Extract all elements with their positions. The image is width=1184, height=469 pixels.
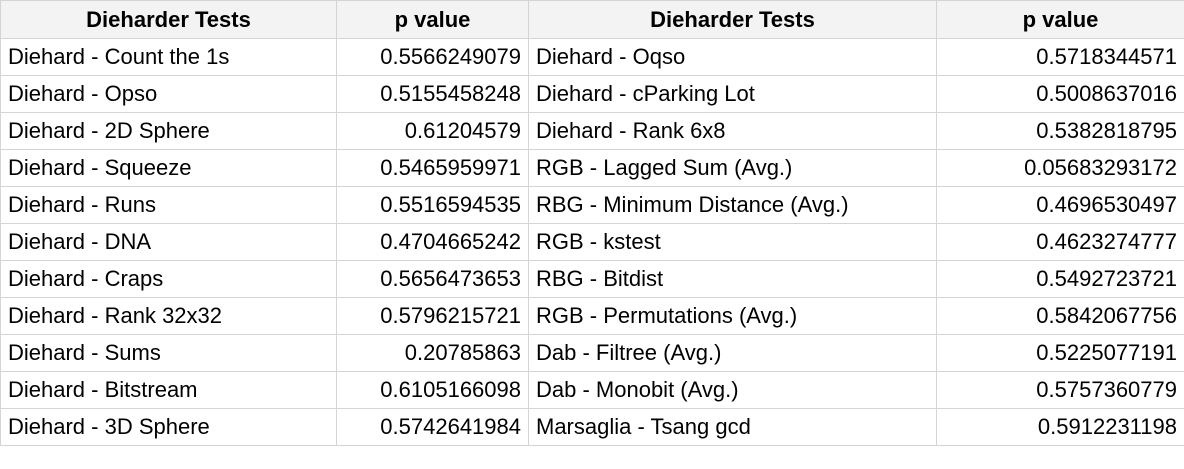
dieharder-results-table: Dieharder Tests p value Dieharder Tests …: [0, 0, 1184, 446]
p-value-right-cell: 0.5842067756: [936, 297, 1184, 335]
p-value-right-cell: 0.4696530497: [936, 186, 1184, 224]
p-value-right-cell: 0.5492723721: [936, 260, 1184, 298]
table-row: Diehard - Rank 32x32 0.5796215721 RGB - Pe…: [0, 297, 1184, 335]
test-name-left-cell: Diehard - Runs: [0, 186, 337, 224]
p-value-left-cell: 0.20785863: [336, 334, 529, 372]
table-row: Diehard - Craps 0.5656473653 RBG - Bitdist…: [0, 260, 1184, 298]
table-row: Diehard - Bitstream 0.6105166098 Dab - Mon…: [0, 371, 1184, 409]
p-value-right-cell: 0.5757360779: [936, 371, 1184, 409]
table-row: Diehard - Count the 1s 0.5566249079 Diehar…: [0, 38, 1184, 76]
table-row: Diehard - Runs 0.5516594535 RBG - Minimum …: [0, 186, 1184, 224]
test-name-right-cell: Diehard - cParking Lot: [528, 75, 937, 113]
header-p-value-right: p value: [936, 0, 1184, 39]
header-p-value-left: p value: [336, 0, 529, 39]
p-value-left-cell: 0.5566249079: [336, 38, 529, 76]
test-name-left-cell: Diehard - Opso: [0, 75, 337, 113]
test-name-left-cell: Diehard - DNA: [0, 223, 337, 261]
table-body: Diehard - Count the 1s 0.5566249079 Diehar…: [0, 38, 1184, 446]
header-test-name-right: Dieharder Tests: [528, 0, 937, 39]
test-name-left-cell: Diehard - Bitstream: [0, 371, 337, 409]
test-name-left-cell: Diehard - Sums: [0, 334, 337, 372]
test-name-right-cell: Diehard - Oqso: [528, 38, 937, 76]
header-row: Dieharder Tests p value Dieharder Tests …: [0, 0, 1184, 39]
test-name-left-cell: Diehard - 3D Sphere: [0, 408, 337, 446]
test-name-right-cell: Dab - Monobit (Avg.): [528, 371, 937, 409]
table-row: Diehard - Sums 0.20785863 Dab - Filtree (A…: [0, 334, 1184, 372]
p-value-right-cell: 0.5382818795: [936, 112, 1184, 150]
p-value-left-cell: 0.5155458248: [336, 75, 529, 113]
table-row: Diehard - 3D Sphere 0.5742641984 Marsaglia…: [0, 408, 1184, 446]
p-value-left-cell: 0.5742641984: [336, 408, 529, 446]
test-name-left-cell: Diehard - 2D Sphere: [0, 112, 337, 150]
p-value-left-cell: 0.5656473653: [336, 260, 529, 298]
table-row: Diehard - DNA 0.4704665242 RGB - kstest 0.4…: [0, 223, 1184, 261]
header-test-name-left: Dieharder Tests: [0, 0, 337, 39]
p-value-right-cell: 0.5912231198: [936, 408, 1184, 446]
p-value-left-cell: 0.5516594535: [336, 186, 529, 224]
p-value-right-cell: 0.4623274777: [936, 223, 1184, 261]
test-name-right-cell: Diehard - Rank 6x8: [528, 112, 937, 150]
p-value-right-cell: 0.5225077191: [936, 334, 1184, 372]
table-row: Diehard - 2D Sphere 0.61204579 Diehard - R…: [0, 112, 1184, 150]
test-name-right-cell: RGB - Lagged Sum (Avg.): [528, 149, 937, 187]
p-value-left-cell: 0.4704665242: [336, 223, 529, 261]
p-value-left-cell: 0.6105166098: [336, 371, 529, 409]
test-name-left-cell: Diehard - Rank 32x32: [0, 297, 337, 335]
p-value-right-cell: 0.5718344571: [936, 38, 1184, 76]
test-name-right-cell: RBG - Bitdist: [528, 260, 937, 298]
p-value-left-cell: 0.5465959971: [336, 149, 529, 187]
table-row: Diehard - Opso 0.5155458248 Diehard - cPar…: [0, 75, 1184, 113]
test-name-right-cell: RGB - kstest: [528, 223, 937, 261]
table-row: Diehard - Squeeze 0.5465959971 RGB - Lagge…: [0, 149, 1184, 187]
test-name-left-cell: Diehard - Craps: [0, 260, 337, 298]
p-value-left-cell: 0.61204579: [336, 112, 529, 150]
p-value-right-cell: 0.05683293172: [936, 149, 1184, 187]
test-name-left-cell: Diehard - Squeeze: [0, 149, 337, 187]
p-value-right-cell: 0.5008637016: [936, 75, 1184, 113]
test-name-right-cell: RBG - Minimum Distance (Avg.): [528, 186, 937, 224]
test-name-right-cell: Marsaglia - Tsang gcd: [528, 408, 937, 446]
test-name-left-cell: Diehard - Count the 1s: [0, 38, 337, 76]
test-name-right-cell: Dab - Filtree (Avg.): [528, 334, 937, 372]
test-name-right-cell: RGB - Permutations (Avg.): [528, 297, 937, 335]
p-value-left-cell: 0.5796215721: [336, 297, 529, 335]
